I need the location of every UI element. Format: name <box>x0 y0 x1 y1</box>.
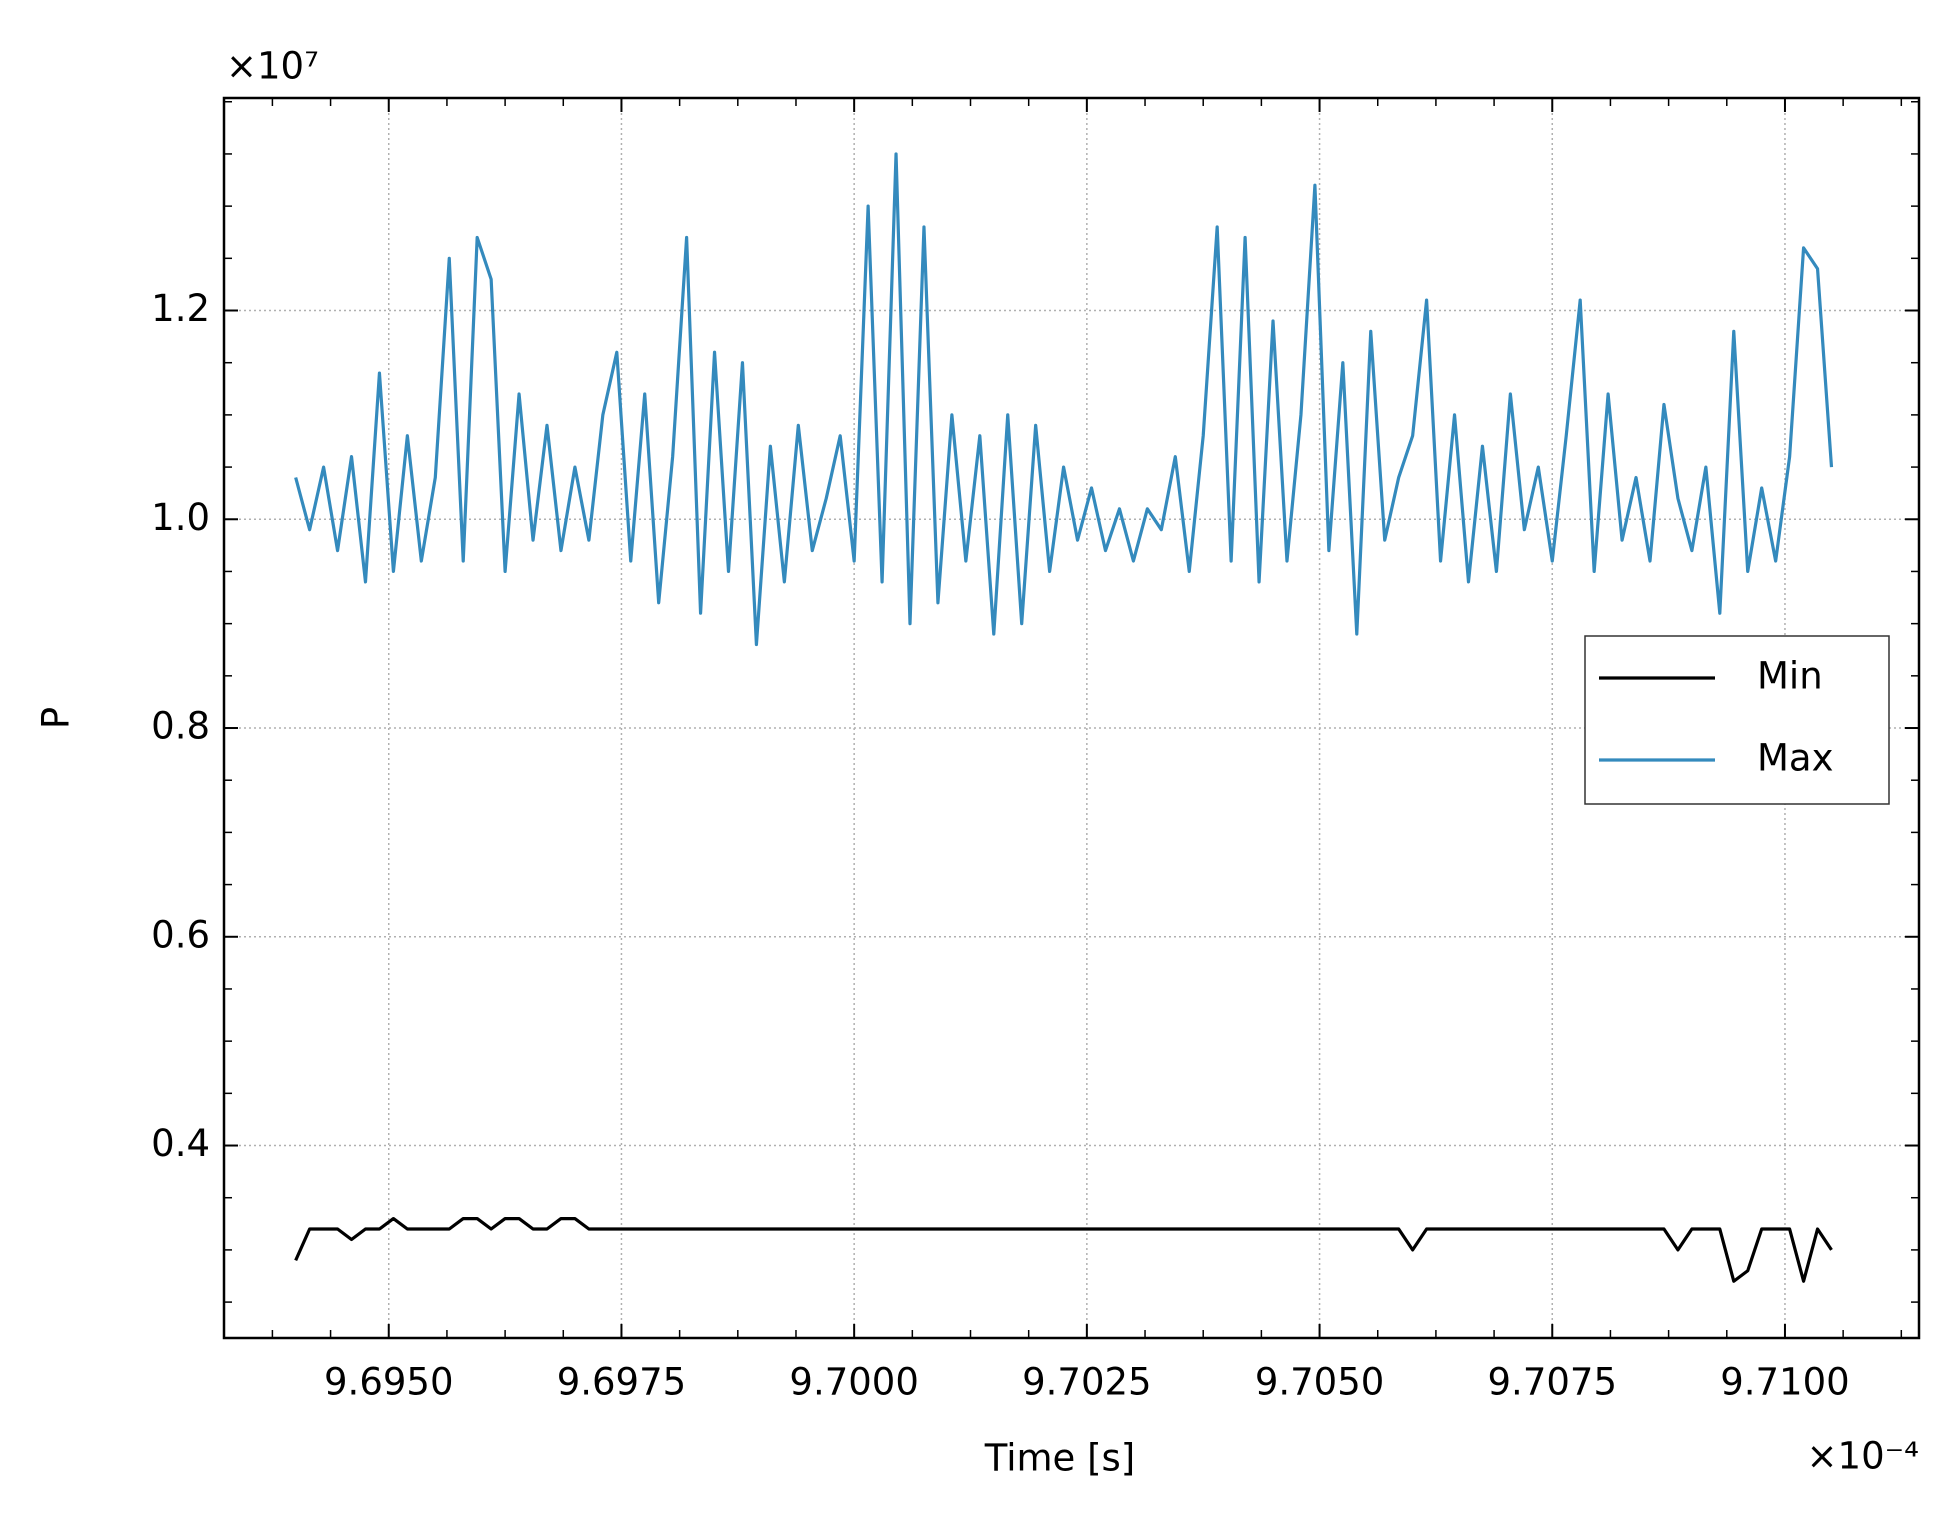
plot-frame <box>222 96 1921 1340</box>
x-tick-label: 9.6975 <box>557 1361 686 1404</box>
x-tick-label: 9.7025 <box>1022 1361 1151 1404</box>
y-tick-label: 0.4 <box>151 1122 210 1165</box>
y-tick-label: 0.8 <box>151 705 210 748</box>
x-tick-label: 9.7075 <box>1488 1361 1617 1404</box>
x-tick-label: 9.6950 <box>324 1361 453 1404</box>
x-tick-label: 9.7050 <box>1255 1361 1384 1404</box>
y-tick-label: 0.6 <box>151 913 210 956</box>
legend-box <box>1584 635 1890 805</box>
x-tick-label: 9.7100 <box>1720 1361 1849 1404</box>
x-tick-label: 9.7000 <box>789 1361 918 1404</box>
y-tick-label: 1.0 <box>151 496 210 539</box>
legend-label: Min <box>1757 655 1823 698</box>
x-axis-label: Time [s] <box>984 1437 1135 1480</box>
x-offset-label: ×10⁻⁴ <box>1807 1435 1919 1478</box>
y-offset-label: ×10⁷ <box>226 45 319 88</box>
y-tick-label: 1.2 <box>151 287 210 330</box>
series-line <box>294 1216 1833 1283</box>
series-line <box>294 152 1834 647</box>
y-axis-label: P <box>35 707 78 729</box>
legend-label: Max <box>1757 737 1834 780</box>
